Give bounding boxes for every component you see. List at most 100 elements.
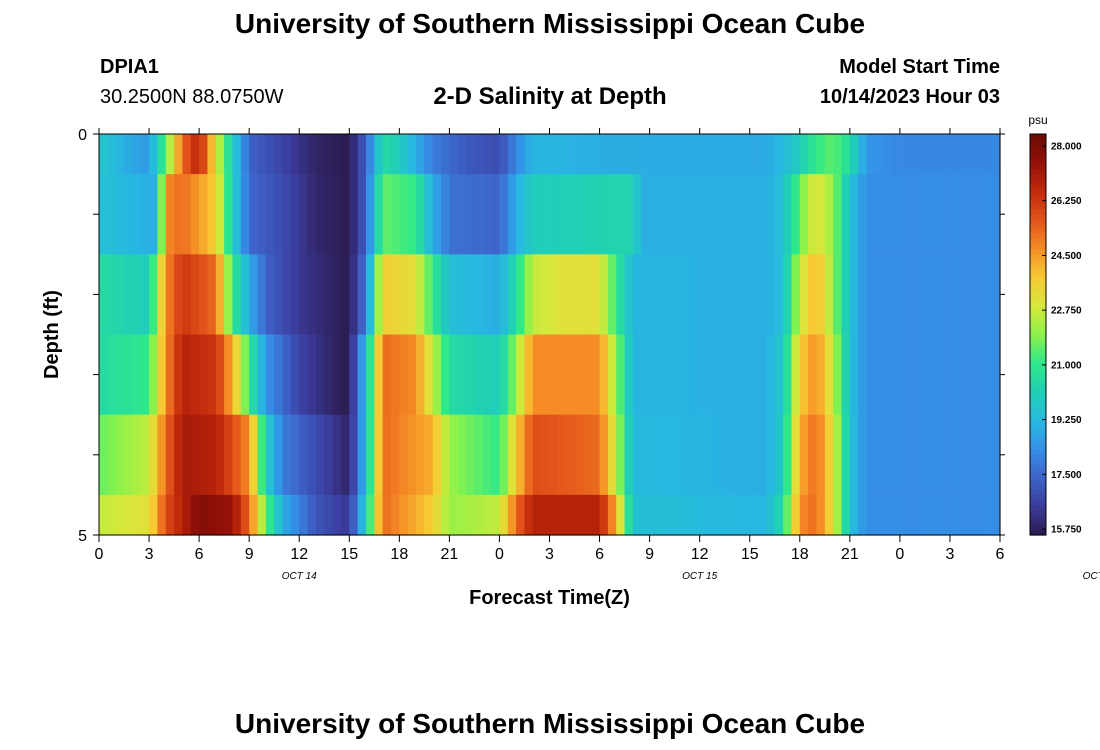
heatmap-cell xyxy=(591,174,601,255)
heatmap-cell xyxy=(607,254,617,336)
heatmap-cell xyxy=(649,494,659,536)
heatmap-cell xyxy=(657,174,667,255)
heatmap-cell xyxy=(532,134,542,175)
heatmap-cell xyxy=(290,134,300,175)
heatmap-cell xyxy=(441,254,450,336)
heatmap-cell xyxy=(966,494,976,536)
colorbar-tick-label: 28.000 xyxy=(1051,142,1082,153)
heatmap-cell xyxy=(449,174,459,255)
heatmap-cell xyxy=(232,134,242,175)
heatmap-cell xyxy=(774,134,784,175)
x-tick-label: 6 xyxy=(195,546,204,563)
heatmap-cell xyxy=(315,174,325,255)
heatmap-cell xyxy=(632,254,642,336)
heatmap-cell xyxy=(199,254,209,336)
heatmap-cell xyxy=(274,254,284,336)
heatmap-cell xyxy=(724,494,734,536)
heatmap-cell xyxy=(833,334,843,416)
heatmap-cell xyxy=(174,134,184,175)
heatmap-cell xyxy=(549,174,559,255)
colorbar-segment xyxy=(1030,434,1046,441)
axes: 0 3 6 9 12 15 18 21 0 3 6 9 12 15 18 21 0 3 6 OCT 14 OCT 15 O… xyxy=(78,127,1100,582)
heatmap-cell xyxy=(407,134,417,175)
heatmap-cell xyxy=(541,134,551,175)
heatmap-cell xyxy=(858,254,868,336)
heatmap-cell xyxy=(841,254,851,336)
heatmap-cell xyxy=(257,414,267,496)
colorbar-segment xyxy=(1030,184,1046,190)
heatmap-cell xyxy=(290,334,300,416)
heatmap-cell xyxy=(799,334,809,416)
heatmap-cell xyxy=(174,414,184,496)
heatmap-cell xyxy=(566,174,576,255)
heatmap-cell xyxy=(315,414,325,496)
heatmap-cell xyxy=(716,494,726,536)
heatmap-cell xyxy=(933,174,943,255)
heatmap-cell xyxy=(666,174,676,255)
heatmap-cell xyxy=(157,254,167,336)
heatmap-cell xyxy=(340,134,350,175)
heatmap-cell xyxy=(99,494,108,536)
heatmap-cell xyxy=(474,334,484,416)
heatmap-cell xyxy=(182,494,192,536)
heatmap-cell xyxy=(582,134,592,175)
heatmap-cell xyxy=(974,174,984,255)
heatmap-cell xyxy=(149,254,158,336)
heatmap-cell xyxy=(599,414,609,496)
heatmap-cell xyxy=(332,134,342,175)
heatmap-cell xyxy=(365,334,375,416)
heatmap-cell xyxy=(424,174,434,255)
heatmap-cell xyxy=(107,494,117,536)
heatmap-cell xyxy=(99,414,108,496)
colorbar-segment xyxy=(1030,389,1046,396)
colorbar-segment xyxy=(1030,429,1046,436)
colorbar-segment xyxy=(1030,314,1046,321)
heatmap-cell xyxy=(524,134,534,175)
heatmap-cell xyxy=(582,414,592,496)
heatmap-cell xyxy=(799,494,809,536)
heatmap-cell xyxy=(365,174,375,255)
heatmap-cell xyxy=(282,174,292,255)
heatmap-cell xyxy=(499,334,509,416)
colorbar-segment xyxy=(1030,154,1046,160)
heatmap-cell xyxy=(641,174,651,255)
heatmap-cell xyxy=(157,174,167,255)
heatmap-cell xyxy=(733,134,742,175)
heatmap-cell xyxy=(149,494,158,536)
colorbar-segment xyxy=(1030,294,1046,301)
heatmap-cell xyxy=(849,334,859,416)
heatmap-cell xyxy=(816,254,826,336)
heatmap-cell xyxy=(816,134,826,175)
heatmap-cell xyxy=(124,494,133,536)
heatmap-cell xyxy=(949,134,959,175)
colorbar-segment xyxy=(1030,179,1046,185)
colorbar-segment xyxy=(1030,524,1046,531)
heatmap-cell xyxy=(307,494,317,536)
heatmap-cell xyxy=(224,334,234,416)
heatmap-cell xyxy=(574,334,584,416)
heatmap-cell xyxy=(482,134,492,175)
heatmap-cell xyxy=(816,334,826,416)
heatmap-cell xyxy=(491,174,501,255)
heatmap-cell xyxy=(265,254,275,336)
heatmap-cell xyxy=(349,174,359,255)
colorbar-segment xyxy=(1030,189,1046,195)
heatmap-cell xyxy=(724,334,734,416)
heatmap-cell xyxy=(766,254,776,336)
heatmap-cell xyxy=(140,134,150,175)
heatmap-cell xyxy=(974,414,984,496)
colorbar-tick-label: 17.500 xyxy=(1051,470,1082,481)
heatmap-cell xyxy=(616,254,626,336)
heatmap-cell xyxy=(824,334,834,416)
x-tick-label: 6 xyxy=(595,546,604,563)
heatmap-cell xyxy=(941,174,951,255)
colorbar-tick-label: 15.750 xyxy=(1051,525,1082,536)
heatmap-cell xyxy=(115,174,125,255)
colorbar-segment xyxy=(1030,399,1046,406)
heatmap-cell xyxy=(549,134,559,175)
colorbar-segment xyxy=(1030,479,1046,486)
heatmap-cell xyxy=(324,334,334,416)
heatmap-cell xyxy=(99,174,108,255)
heatmap-cell xyxy=(140,494,150,536)
x-tick-label: 9 xyxy=(245,546,254,563)
